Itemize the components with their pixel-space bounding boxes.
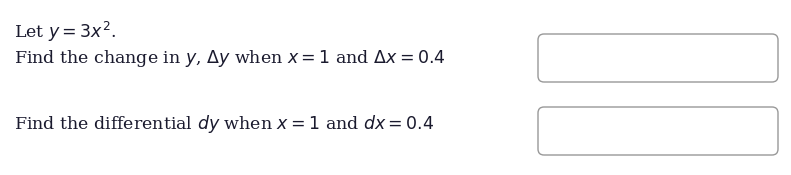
FancyBboxPatch shape [538, 34, 778, 82]
Text: Let $y = 3x^2$.: Let $y = 3x^2$. [14, 20, 116, 44]
Text: Find the change in $y$, $\Delta y$ when $x = 1$ and $\Delta x = 0.4$: Find the change in $y$, $\Delta y$ when … [14, 48, 445, 69]
Text: Find the differential $dy$ when $x = 1$ and $dx = 0.4$: Find the differential $dy$ when $x = 1$ … [14, 113, 434, 135]
FancyBboxPatch shape [538, 107, 778, 155]
